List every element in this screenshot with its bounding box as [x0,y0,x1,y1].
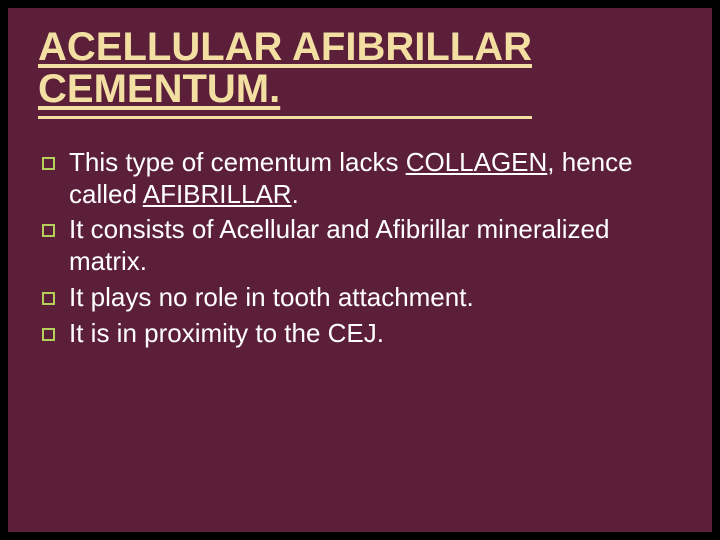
bullet-square-icon [42,224,55,237]
text-run: . [292,179,299,209]
bullet-list: This type of cementum lacks COLLAGEN, he… [38,147,682,349]
title-line-2: CEMENTUM. [38,67,280,111]
text-underline: AFIBRILLAR [143,179,292,209]
slide-container: ACELLULAR AFIBRILLAR CEMENTUM. This type… [0,0,720,540]
text-run: This type of cementum lacks [69,147,406,177]
bullet-square-icon [42,292,55,305]
bullet-text: It is in proximity to the CEJ. [69,318,682,350]
list-item: It plays no role in tooth attachment. [42,282,682,314]
list-item: It consists of Acellular and Afibrillar … [42,214,682,277]
title-block: ACELLULAR AFIBRILLAR CEMENTUM. [38,26,682,147]
bullet-square-icon [42,157,55,170]
bullet-square-icon [42,328,55,341]
bullet-text: It plays no role in tooth attachment. [69,282,682,314]
slide-inner: ACELLULAR AFIBRILLAR CEMENTUM. This type… [8,8,712,532]
title-line-1: ACELLULAR AFIBRILLAR [38,25,532,69]
bullet-text: This type of cementum lacks COLLAGEN, he… [69,147,682,210]
slide-title: ACELLULAR AFIBRILLAR CEMENTUM. [38,26,532,119]
list-item: It is in proximity to the CEJ. [42,318,682,350]
text-underline: COLLAGEN [406,147,548,177]
bullet-text: It consists of Acellular and Afibrillar … [69,214,682,277]
list-item: This type of cementum lacks COLLAGEN, he… [42,147,682,210]
